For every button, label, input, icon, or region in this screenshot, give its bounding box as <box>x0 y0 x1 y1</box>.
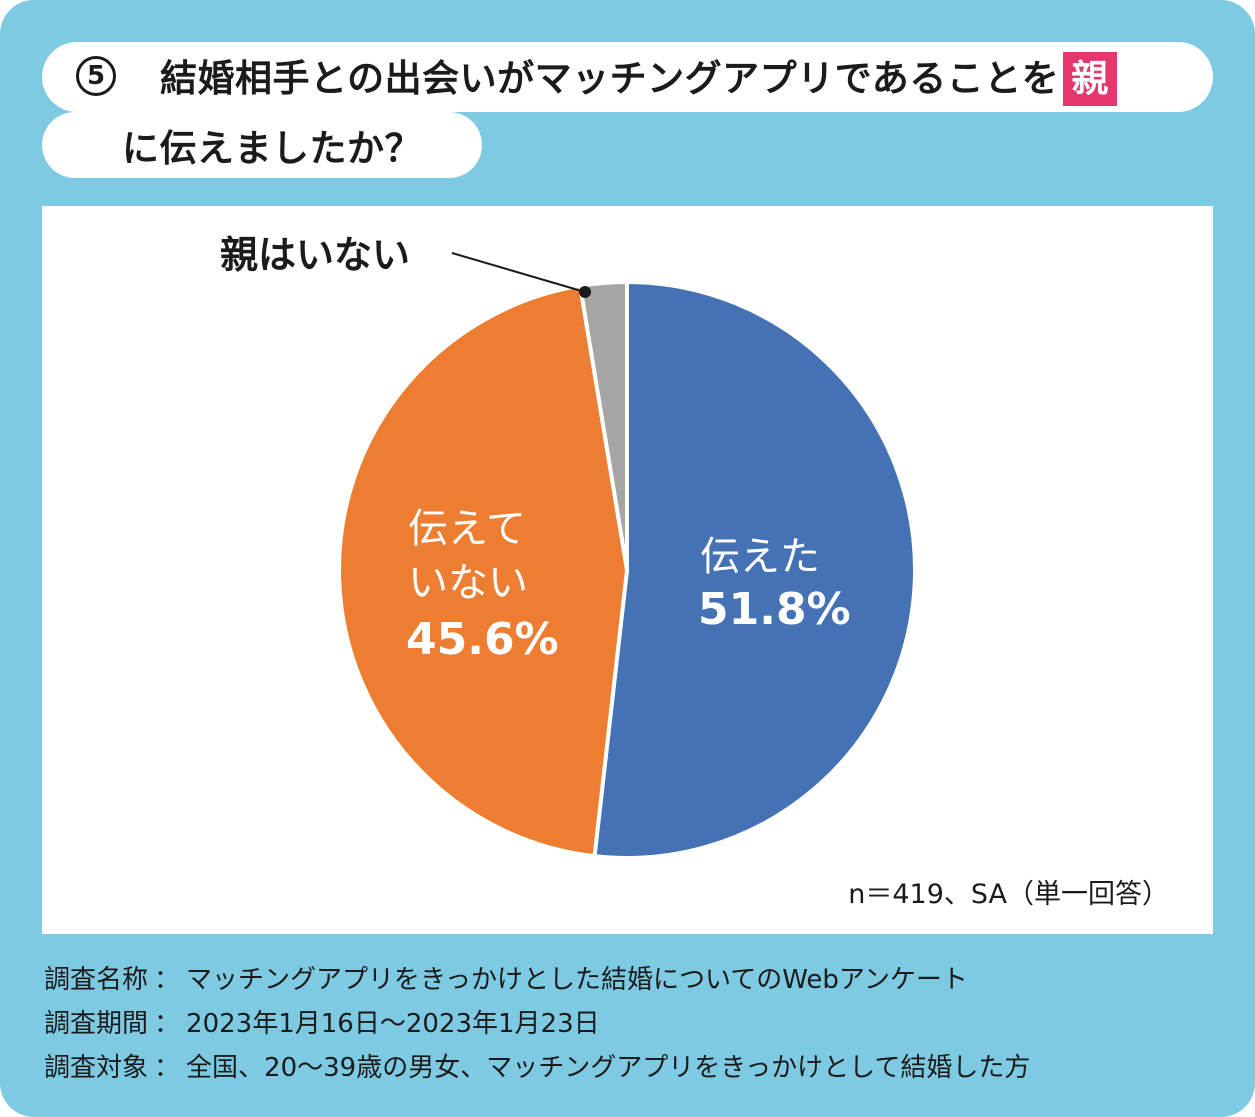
survey-separator: ： <box>154 1009 181 1039</box>
slice-label-not-told-line-1: 伝えて <box>408 506 526 552</box>
pie-slice-no-parents <box>578 279 629 572</box>
survey-key-name: 調査名称 <box>44 965 149 995</box>
chart-panel: 親はいない 伝えた 51.8% 伝えて いない 45.6% n＝419、SA（単… <box>42 206 1213 934</box>
pie-slice-not-told <box>336 283 629 859</box>
survey-separator: ： <box>154 965 181 995</box>
callout-leader-line <box>451 252 586 293</box>
title-question-text: 結婚相手との出会いがマッチングアプリであることを <box>160 57 1060 100</box>
slice-value-told: 51.8% <box>698 584 851 635</box>
survey-key-target: 調査対象 <box>44 1053 149 1083</box>
pie-slice-told <box>592 280 917 860</box>
survey-row-target: 調査対象：全国、20～39歳の男女、マッチングアプリをきっかけとして結婚した方 <box>44 1046 1030 1090</box>
title-line-2: に伝えましたか？ <box>122 127 422 170</box>
survey-row-name: 調査名称：マッチングアプリをきっかけとした結婚についてのWebアンケート <box>44 958 1030 1002</box>
survey-value-target: 全国、20～39歳の男女、マッチングアプリをきっかけとして結婚した方 <box>186 1053 1031 1083</box>
title-pill-line-1: 結婚相手との出会いがマッチングアプリであることを親 <box>42 42 1213 112</box>
title-pill-line-2: に伝えましたか？ <box>42 112 482 178</box>
callout-leader-dot <box>579 286 591 298</box>
survey-row-period: 調査期間： 2023年1月16日～2023年1月23日 <box>44 1002 1030 1046</box>
survey-separator: ： <box>154 1053 181 1083</box>
slice-label-not-told-line-2: いない <box>408 560 528 606</box>
survey-key-period: 調査期間 <box>44 1009 149 1039</box>
slice-value-not-told: 45.6% <box>406 614 559 665</box>
title-highlight-parents: 親 <box>1063 52 1117 106</box>
sample-size-note: n＝419、SA（単一回答） <box>848 879 1169 910</box>
survey-value-period: 2023年1月16日～2023年1月23日 <box>186 1009 600 1039</box>
pie-chart: 親はいない 伝えた 51.8% 伝えて いない 45.6% <box>220 233 917 860</box>
survey-value-name: マッチングアプリをきっかけとした結婚についてのWebアンケート <box>186 965 968 995</box>
survey-info: 調査名称：マッチングアプリをきっかけとした結婚についてのWebアンケート 調査期… <box>44 958 1030 1090</box>
title-line-1: 結婚相手との出会いがマッチングアプリであることを親 <box>160 48 1117 106</box>
slice-label-no-parents: 親はいない <box>220 233 410 277</box>
slice-label-told: 伝えた <box>700 534 820 580</box>
question-number-badge: 5 <box>76 56 116 96</box>
